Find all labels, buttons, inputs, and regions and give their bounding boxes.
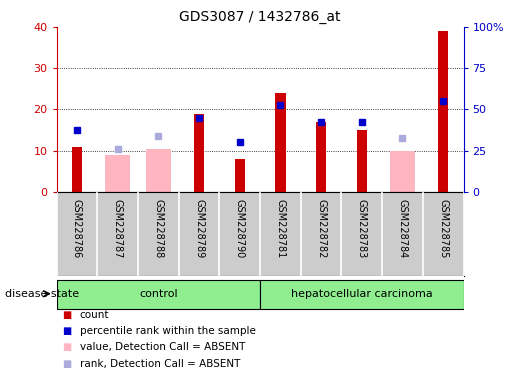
Bar — [57, 280, 260, 310]
Text: GSM228787: GSM228787 — [113, 199, 123, 258]
Bar — [357, 130, 367, 192]
Text: rank, Detection Call = ABSENT: rank, Detection Call = ABSENT — [80, 359, 240, 369]
Bar — [316, 122, 326, 192]
Bar — [146, 149, 170, 192]
Bar — [72, 147, 82, 192]
Text: GSM228781: GSM228781 — [276, 199, 285, 258]
Text: hepatocellular carcinoma: hepatocellular carcinoma — [291, 289, 433, 299]
Text: GSM228786: GSM228786 — [72, 199, 82, 258]
Bar — [106, 155, 130, 192]
Text: GSM228782: GSM228782 — [316, 199, 326, 258]
Text: GSM228789: GSM228789 — [194, 199, 204, 258]
Text: ■: ■ — [62, 310, 71, 320]
Text: disease state: disease state — [5, 289, 79, 299]
Text: ■: ■ — [62, 342, 71, 352]
Text: ■: ■ — [62, 359, 71, 369]
Bar — [276, 93, 285, 192]
Title: GDS3087 / 1432786_at: GDS3087 / 1432786_at — [179, 10, 341, 25]
Bar — [235, 159, 245, 192]
Text: control: control — [139, 289, 178, 299]
Text: GSM228785: GSM228785 — [438, 199, 448, 258]
Text: GSM228784: GSM228784 — [398, 199, 407, 258]
Bar — [260, 280, 464, 310]
Text: GSM228783: GSM228783 — [357, 199, 367, 258]
Text: percentile rank within the sample: percentile rank within the sample — [80, 326, 256, 336]
Bar — [438, 31, 448, 192]
Text: ■: ■ — [62, 326, 71, 336]
Bar — [390, 151, 415, 192]
Text: GSM228790: GSM228790 — [235, 199, 245, 258]
Text: count: count — [80, 310, 109, 320]
Bar — [194, 114, 204, 192]
Text: value, Detection Call = ABSENT: value, Detection Call = ABSENT — [80, 342, 245, 352]
Text: GSM228788: GSM228788 — [153, 199, 163, 258]
